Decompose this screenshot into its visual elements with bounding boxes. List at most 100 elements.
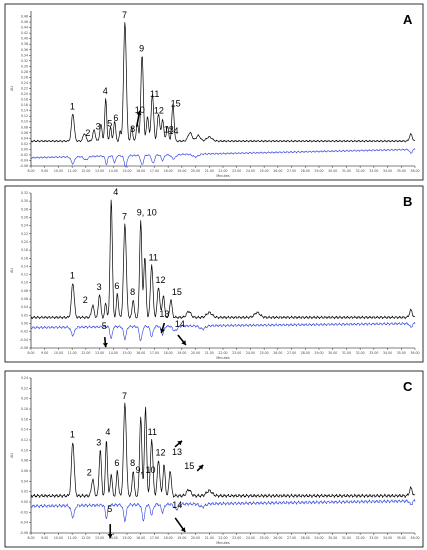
x-tick-label: 28.00 [301, 351, 310, 355]
peak-arrowhead [136, 110, 142, 116]
y-tick-label: 0.00 [21, 322, 28, 326]
panel-frame [4, 185, 424, 363]
y-tick-label: 0.32 [21, 59, 28, 63]
peak-label: 5 [107, 118, 112, 128]
chromatogram-panel-c: -0.06 -0.04 -0.02 0.00 0.02 0.04 0.06 0.08 0.10 0… [4, 370, 424, 548]
x-tick-label: 9.00 [41, 351, 48, 355]
peak-arrowhead [177, 440, 183, 446]
x-tick-label: 12.00 [81, 169, 90, 173]
x-tick-label: 15.00 [122, 536, 131, 540]
y-tick-label: -0.04 [20, 338, 28, 342]
x-tick-label: 30.00 [328, 536, 337, 540]
x-tick-label: 27.00 [287, 169, 296, 173]
x-axis-title: Minutes [216, 356, 230, 360]
peak-label: 12 [154, 105, 164, 115]
y-tick-label: 0.30 [21, 199, 28, 203]
peak-label: 3 [96, 121, 101, 131]
x-tick-label: 32.00 [356, 536, 365, 540]
x-tick-label: 11.00 [68, 536, 77, 540]
x-tick-label: 26.00 [273, 536, 282, 540]
y-tick-label: 0.24 [21, 376, 28, 380]
y-tick-label: 0.16 [21, 256, 28, 260]
peak-label: 2 [85, 128, 90, 138]
peak-label: 3 [97, 282, 102, 292]
y-tick-label: 0.44 [21, 26, 28, 30]
x-tick-label: 21.00 [205, 536, 214, 540]
peak-label: 5 [107, 504, 112, 514]
peak-arrowhead [160, 328, 165, 333]
y-tick-label: 0.00 [21, 500, 28, 504]
x-tick-label: 26.00 [273, 169, 282, 173]
x-tick-label: 14.00 [109, 169, 118, 173]
y-tick-label: 0.22 [21, 232, 28, 236]
x-tick-label: 23.00 [232, 169, 241, 173]
x-tick-label: 20.00 [191, 536, 200, 540]
x-tick-label: 32.00 [356, 169, 365, 173]
y-tick-label: -0.06 [20, 346, 28, 350]
x-tick-label: 12.00 [81, 536, 90, 540]
detector-trace-black [30, 22, 416, 143]
y-tick-label: 0.18 [21, 407, 28, 411]
y-tick-label: 0.40 [21, 37, 28, 41]
x-tick-label: 24.00 [246, 169, 255, 173]
y-tick-label: 0.22 [21, 87, 28, 91]
x-tick-label: 16.00 [136, 536, 145, 540]
y-axis-title: AU [10, 453, 14, 458]
x-tick-label: 19.00 [177, 351, 186, 355]
x-tick-label: 9.00 [41, 536, 48, 540]
x-tick-label: 11.00 [68, 351, 77, 355]
x-tick-label: 25.00 [260, 169, 269, 173]
peak-label: 11 [148, 427, 157, 437]
x-tick-label: 13.00 [95, 536, 104, 540]
y-tick-label: 0.24 [21, 81, 28, 85]
x-tick-label: 24.00 [246, 351, 255, 355]
y-tick-label: 0.06 [21, 297, 28, 301]
x-tick-label: 28.00 [301, 536, 310, 540]
y-tick-label: 0.08 [21, 459, 28, 463]
x-tick-label: 19.00 [177, 169, 186, 173]
y-tick-label: 0.10 [21, 448, 28, 452]
x-tick-label: 33.00 [369, 536, 378, 540]
panel-frame [4, 3, 424, 181]
x-tick-label: 31.00 [342, 351, 351, 355]
x-tick-label: 10.00 [54, 169, 63, 173]
peak-label: 4 [105, 427, 110, 437]
peak-label: 9, 10 [137, 207, 157, 217]
x-axis-title: Minutes [216, 174, 230, 178]
y-tick-label: 0.12 [21, 438, 28, 442]
y-tick-label: 0.14 [21, 264, 28, 268]
x-tick-label: 27.00 [287, 536, 296, 540]
x-tick-label: 16.00 [136, 169, 145, 173]
peak-label: 8 [130, 124, 135, 134]
peak-label: 15 [171, 98, 181, 108]
y-tick-label: 0.16 [21, 103, 28, 107]
x-tick-label: 8.00 [27, 169, 34, 173]
y-tick-label: 0.32 [21, 191, 28, 195]
peak-arrowhead [107, 534, 113, 539]
x-tick-label: 17.00 [150, 536, 159, 540]
y-tick-label: 0.46 [21, 20, 28, 24]
x-tick-label: 33.00 [369, 169, 378, 173]
y-tick-label: 0.06 [21, 469, 28, 473]
x-tick-label: 10.00 [54, 351, 63, 355]
y-tick-label: 0.36 [21, 48, 28, 52]
peak-label: 13 [159, 309, 169, 319]
peak-label: 12 [156, 448, 166, 458]
y-tick-label: -0.06 [20, 531, 28, 535]
x-tick-label: 15.00 [122, 351, 131, 355]
y-tick-label: 0.48 [21, 15, 28, 19]
x-tick-label: 35.00 [397, 169, 406, 173]
detector-trace-black [30, 199, 416, 320]
x-tick-label: 34.00 [383, 169, 392, 173]
x-tick-label: 29.00 [314, 351, 323, 355]
x-tick-label: 9.00 [41, 169, 48, 173]
x-tick-label: 31.00 [342, 536, 351, 540]
x-tick-label: 20.00 [191, 169, 200, 173]
x-tick-label: 35.00 [397, 351, 406, 355]
y-tick-label: 0.42 [21, 31, 28, 35]
peak-label: 4 [103, 86, 108, 96]
peak-arrowhead [181, 340, 186, 346]
x-tick-label: 23.00 [232, 536, 241, 540]
x-tick-label: 24.00 [246, 536, 255, 540]
y-tick-label: 0.26 [21, 75, 28, 79]
